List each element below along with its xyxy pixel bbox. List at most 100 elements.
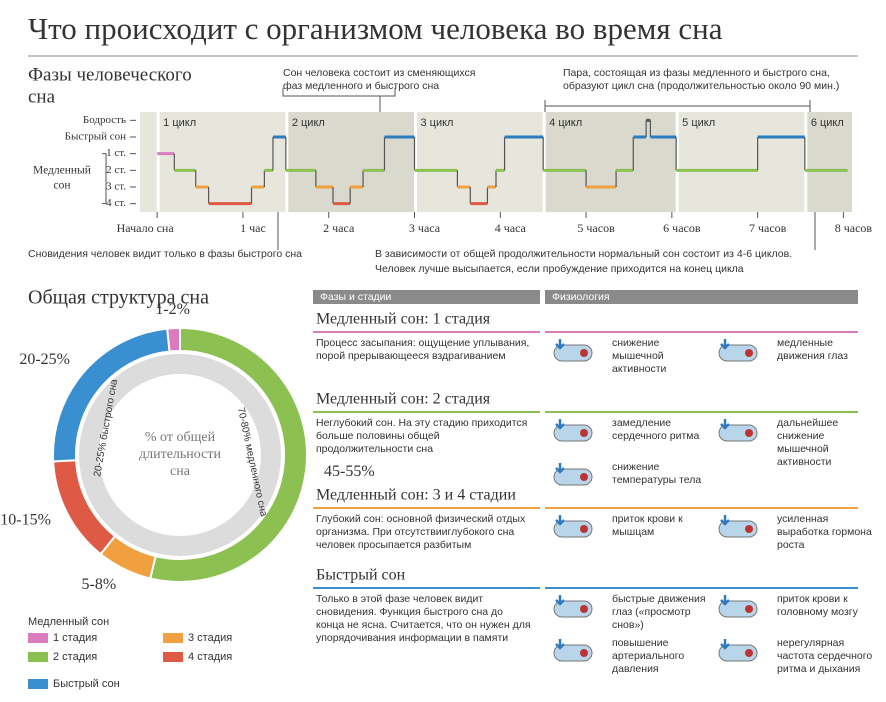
section-title: Быстрый сон xyxy=(316,567,406,584)
icon-accent xyxy=(580,605,588,613)
cycle-label: 1 цикл xyxy=(163,117,196,129)
icon xyxy=(718,419,758,442)
y-tick-label: Быстрый сон xyxy=(65,131,126,143)
section-description: Неглубокий сон. На эту стадию приходится… xyxy=(316,417,528,455)
center-label: длительности xyxy=(139,447,221,462)
center-label: сна xyxy=(170,464,191,479)
header-bar xyxy=(313,290,540,304)
value-label: 20-25% xyxy=(19,351,70,368)
physiology-item: медленные движения глаз xyxy=(777,337,848,362)
legend-swatch xyxy=(163,652,183,662)
physiology-item: усиленная выработка гормона роста xyxy=(777,513,872,551)
center-label: % от общей xyxy=(145,430,216,445)
plot-bg xyxy=(140,112,852,212)
icon-shape xyxy=(553,424,593,442)
x-tick-label: Начало сна xyxy=(117,221,175,235)
legend-swatch xyxy=(28,633,48,643)
icon-shape xyxy=(553,520,593,538)
icon-accent xyxy=(555,595,565,606)
section-title: Медленный сон: 2 стадия xyxy=(316,391,491,408)
icon xyxy=(718,339,758,362)
icon-accent xyxy=(745,605,753,613)
section-description: Только в этой фазе человек видит сновиде… xyxy=(316,593,531,644)
icon-accent xyxy=(745,349,753,357)
legend-swatch xyxy=(28,652,48,662)
x-tick-label: 3 часа xyxy=(409,221,441,235)
icon-accent xyxy=(720,595,730,606)
physiology-item: дальнейшее снижение мышечной активности xyxy=(777,417,839,468)
icon-accent xyxy=(580,429,588,437)
value-label: 45-55% xyxy=(324,463,375,480)
icon-accent xyxy=(720,339,730,350)
icon-accent xyxy=(745,525,753,533)
x-tick-label: 2 часа xyxy=(323,221,355,235)
value-label: 5-8% xyxy=(81,576,116,593)
cycle-label: 6 цикл xyxy=(811,117,844,129)
x-tick-label: 1 час xyxy=(240,221,266,235)
annotation: Пара, состоящая из фазы медленного и быс… xyxy=(563,67,830,79)
icon xyxy=(718,515,758,538)
legend-swatch xyxy=(28,679,48,689)
bracket xyxy=(544,100,811,112)
icon-shape xyxy=(553,600,593,618)
icon-accent xyxy=(555,639,565,650)
chart-title: сна xyxy=(28,86,56,107)
icon xyxy=(553,595,593,618)
cycle-band xyxy=(543,112,677,212)
icon-shape xyxy=(718,424,758,442)
section-title: Медленный сон: 3 и 4 стадии xyxy=(316,487,516,504)
icon-shape xyxy=(718,520,758,538)
cycle-label: 2 цикл xyxy=(292,117,325,129)
y-group-label: Медленный xyxy=(33,165,91,177)
legend-title: Медленный сон xyxy=(28,616,109,628)
legend-label: 4 стадия xyxy=(188,651,232,663)
cycle-label: 3 цикл xyxy=(421,117,454,129)
icon-shape xyxy=(718,344,758,362)
icon-accent xyxy=(745,649,753,657)
cycle-label: 5 цикл xyxy=(682,117,715,129)
physiology-item: снижение температуры тела xyxy=(612,461,702,486)
icon xyxy=(553,463,593,486)
annotation: фаз медленного и быстрого сна xyxy=(283,80,439,92)
physiology-item: приток крови к головному мозгу xyxy=(777,593,858,618)
icon-accent xyxy=(720,419,730,430)
legend-label: 1 стадия xyxy=(53,632,97,644)
x-tick-label: 5 часов xyxy=(577,221,615,235)
annotation: Сон человека состоит из сменяющихся xyxy=(283,67,475,79)
icon-accent xyxy=(720,639,730,650)
cycle-band xyxy=(804,112,852,212)
x-tick-label: 6 часов xyxy=(663,221,701,235)
section-description: Глубокий сон: основной физический отдых … xyxy=(316,513,526,551)
chart-title: Фазы человеческого xyxy=(28,64,192,85)
legend-label: Быстрый сон xyxy=(53,678,120,690)
legend-label: 3 стадия xyxy=(188,632,232,644)
cycle-label: 4 цикл xyxy=(549,117,582,129)
icon-accent xyxy=(555,463,565,474)
icon-shape xyxy=(718,600,758,618)
section-description: Процесс засыпания: ощущение уплывания, п… xyxy=(316,337,530,362)
icon-shape xyxy=(553,468,593,486)
y-group-label: сон xyxy=(53,180,70,192)
icon-accent xyxy=(555,339,565,350)
y-tick-label: Бодрость xyxy=(83,114,126,126)
header-bar xyxy=(545,290,858,304)
legend-label: 2 стадия xyxy=(53,651,97,663)
legend-swatch xyxy=(163,633,183,643)
inner-ring xyxy=(79,354,281,556)
value-label: 1-2% xyxy=(155,301,190,318)
icon xyxy=(553,339,593,362)
y-tick-label: 3 ст. xyxy=(106,181,126,193)
physiology-item: снижение мышечной активности xyxy=(612,337,667,375)
icon-accent xyxy=(555,515,565,526)
y-tick-label: 2 ст. xyxy=(106,164,126,176)
icon-accent xyxy=(580,649,588,657)
physiology-item: повышение артериального давления xyxy=(612,637,685,675)
icon-shape xyxy=(553,644,593,662)
pie-slice xyxy=(52,327,171,463)
icon xyxy=(553,419,593,442)
y-tick-label: 4 ст. xyxy=(106,197,126,209)
x-tick-label: 7 часов xyxy=(749,221,787,235)
physiology-item: замедление сердечного ритма xyxy=(612,417,700,442)
